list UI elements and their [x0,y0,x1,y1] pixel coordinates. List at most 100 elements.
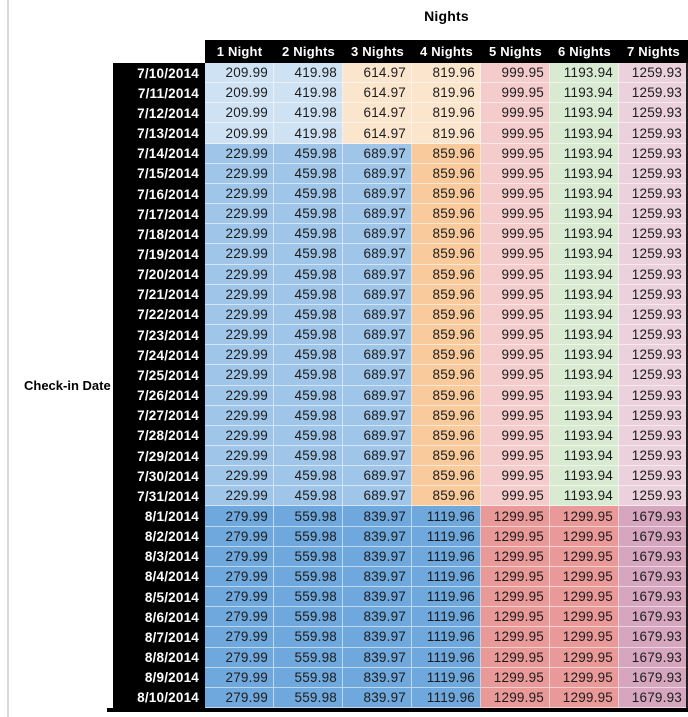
price-cell[interactable]: 1299.95 [481,566,550,588]
price-cell[interactable]: 689.97 [343,284,412,305]
price-cell[interactable]: 689.97 [343,385,412,406]
price-cell[interactable]: 1259.93 [619,224,688,245]
price-cell[interactable]: 279.99 [205,607,274,628]
price-cell[interactable]: 614.97 [343,123,412,144]
price-cell[interactable]: 1193.94 [550,466,619,487]
price-cell[interactable]: 839.97 [343,647,412,668]
price-cell[interactable]: 1259.93 [619,445,688,467]
price-cell[interactable]: 459.98 [274,143,343,164]
price-cell[interactable]: 229.99 [205,204,274,225]
price-cell[interactable]: 839.97 [343,667,412,688]
price-cell[interactable]: 459.98 [274,204,343,225]
price-cell[interactable]: 859.96 [412,183,481,205]
price-cell[interactable]: 559.98 [274,627,343,648]
price-cell[interactable]: 1193.94 [550,224,619,245]
price-cell[interactable]: 859.96 [412,345,481,366]
checkin-date-cell[interactable]: 8/7/2014 [113,627,205,648]
price-cell[interactable]: 459.98 [274,284,343,305]
price-cell[interactable]: 1299.95 [550,587,619,608]
price-cell[interactable]: 1259.93 [619,143,688,164]
column-header-cell[interactable]: 1 Night [216,44,263,59]
price-cell[interactable]: 1193.94 [550,385,619,406]
price-cell[interactable]: 1679.93 [619,687,688,708]
checkin-date-cell[interactable]: 7/31/2014 [113,486,205,507]
price-cell[interactable]: 1259.93 [619,103,688,124]
price-cell[interactable]: 459.98 [274,385,343,406]
checkin-date-cell[interactable]: 8/5/2014 [113,587,205,608]
price-cell[interactable]: 1299.95 [550,506,619,527]
price-cell[interactable]: 1679.93 [619,627,688,648]
price-cell[interactable]: 229.99 [205,143,274,164]
price-cell[interactable]: 459.98 [274,325,343,346]
price-cell[interactable]: 689.97 [343,304,412,326]
price-cell[interactable]: 1193.94 [550,284,619,305]
price-cell[interactable]: 1679.93 [619,526,688,547]
price-cell[interactable]: 1193.94 [550,204,619,225]
price-cell[interactable]: 559.98 [274,687,343,708]
price-cell[interactable]: 999.95 [481,264,550,285]
price-cell[interactable]: 999.95 [481,425,550,446]
price-cell[interactable]: 279.99 [205,687,274,708]
checkin-date-cell[interactable]: 7/22/2014 [113,304,205,326]
price-cell[interactable]: 839.97 [343,587,412,608]
price-cell[interactable]: 859.96 [412,264,481,285]
price-cell[interactable]: 999.95 [481,143,550,164]
price-cell[interactable]: 999.95 [481,123,550,144]
checkin-date-cell[interactable]: 7/30/2014 [113,466,205,487]
price-cell[interactable]: 614.97 [343,103,412,124]
price-cell[interactable]: 419.98 [274,123,343,144]
checkin-date-cell[interactable]: 7/16/2014 [113,183,205,205]
price-cell[interactable]: 689.97 [343,204,412,225]
column-header-cell[interactable]: 3 Nights [351,44,404,59]
price-cell[interactable]: 1119.96 [412,687,481,708]
price-cell[interactable]: 279.99 [205,587,274,608]
price-cell[interactable]: 1193.94 [550,83,619,104]
price-cell[interactable]: 1193.94 [550,445,619,467]
checkin-date-cell[interactable]: 7/26/2014 [113,385,205,406]
price-cell[interactable]: 1259.93 [619,204,688,225]
price-cell[interactable]: 559.98 [274,647,343,668]
price-cell[interactable]: 419.98 [274,83,343,104]
price-cell[interactable]: 209.99 [205,63,274,84]
price-cell[interactable]: 1259.93 [619,183,688,205]
price-cell[interactable]: 819.96 [412,123,481,144]
price-cell[interactable]: 229.99 [205,325,274,346]
price-cell[interactable]: 229.99 [205,466,274,487]
price-cell[interactable]: 1299.95 [550,607,619,628]
price-cell[interactable]: 999.95 [481,284,550,305]
price-cell[interactable]: 1679.93 [619,566,688,588]
price-cell[interactable]: 1679.93 [619,667,688,688]
price-cell[interactable]: 229.99 [205,163,274,184]
price-cell[interactable]: 1299.95 [481,546,550,567]
price-cell[interactable]: 839.97 [343,506,412,527]
price-cell[interactable]: 689.97 [343,224,412,245]
checkin-date-cell[interactable]: 7/28/2014 [113,425,205,446]
checkin-date-cell[interactable]: 7/27/2014 [113,405,205,426]
checkin-date-cell[interactable]: 7/15/2014 [113,163,205,184]
price-cell[interactable]: 689.97 [343,405,412,426]
checkin-date-cell[interactable]: 8/6/2014 [113,607,205,628]
price-cell[interactable]: 459.98 [274,163,343,184]
price-cell[interactable]: 559.98 [274,546,343,567]
price-cell[interactable]: 1119.96 [412,587,481,608]
price-cell[interactable]: 859.96 [412,405,481,426]
price-cell[interactable]: 459.98 [274,304,343,326]
price-cell[interactable]: 999.95 [481,345,550,366]
price-cell[interactable]: 1259.93 [619,284,688,305]
price-cell[interactable]: 859.96 [412,304,481,326]
price-cell[interactable]: 1259.93 [619,405,688,426]
price-cell[interactable]: 209.99 [205,103,274,124]
price-cell[interactable]: 1679.93 [619,607,688,628]
price-cell[interactable]: 1193.94 [550,486,619,507]
price-cell[interactable]: 1119.96 [412,506,481,527]
price-cell[interactable]: 1679.93 [619,587,688,608]
price-cell[interactable]: 559.98 [274,526,343,547]
price-cell[interactable]: 1193.94 [550,183,619,205]
price-cell[interactable]: 1299.95 [550,647,619,668]
price-cell[interactable]: 1259.93 [619,123,688,144]
price-cell[interactable]: 559.98 [274,667,343,688]
price-cell[interactable]: 999.95 [481,163,550,184]
price-cell[interactable]: 559.98 [274,587,343,608]
price-cell[interactable]: 1259.93 [619,486,688,507]
price-cell[interactable]: 859.96 [412,224,481,245]
